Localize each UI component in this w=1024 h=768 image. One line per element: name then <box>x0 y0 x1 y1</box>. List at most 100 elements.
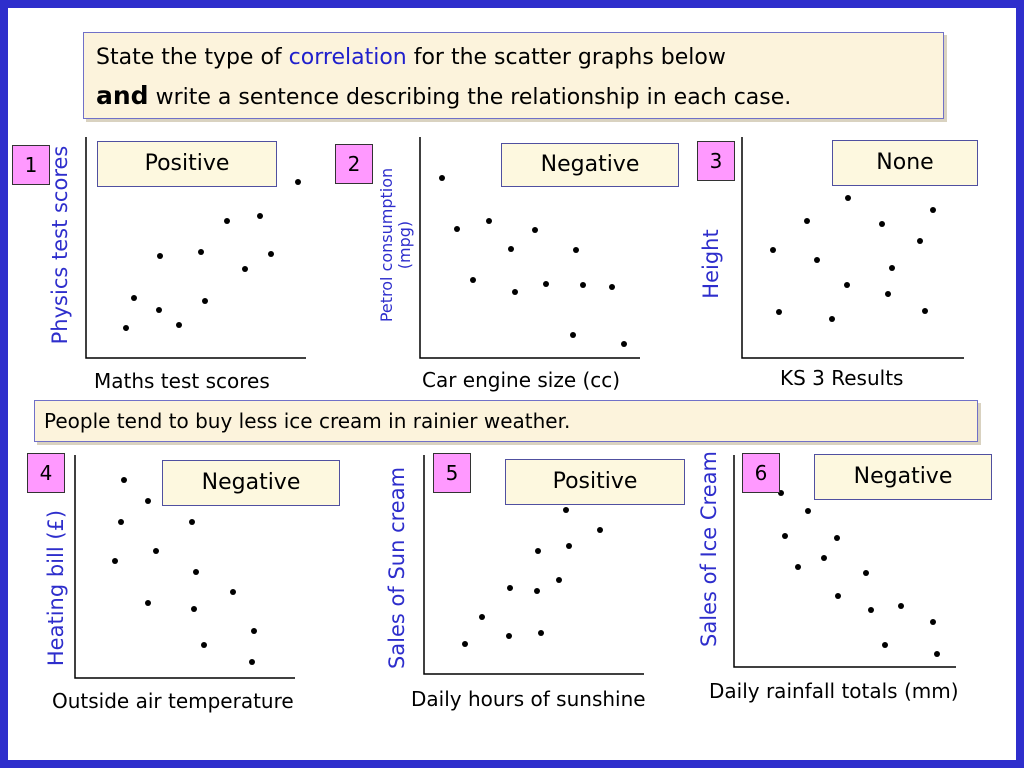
plot-2-point <box>580 282 586 288</box>
plot-3-point <box>804 218 810 224</box>
example-sentence-box: People tend to buy less ice cream in rai… <box>34 400 978 442</box>
plot-6-point <box>795 564 801 570</box>
graph-1-ylabel: Physics test scores <box>48 145 72 345</box>
plot-4-point <box>249 659 255 665</box>
instruction-box: State the type of correlation for the sc… <box>83 32 944 119</box>
plot-2-point <box>532 227 538 233</box>
plot-2-point <box>543 281 549 287</box>
plot-1-point <box>198 249 204 255</box>
plot-1-point <box>157 253 163 259</box>
plot-3-point <box>889 265 895 271</box>
plot-4-point <box>112 558 118 564</box>
plot-4-axes <box>74 455 295 679</box>
plot-2-point <box>573 247 579 253</box>
plot-3-point <box>829 316 835 322</box>
plot-6-point <box>868 607 874 613</box>
graph-6-number: 6 <box>742 453 780 493</box>
plot-2-point <box>570 332 576 338</box>
graph-2-ylabel: Petrol consumption (mpg) <box>377 167 414 323</box>
plot-3-point <box>814 257 820 263</box>
plot-6-point <box>934 651 940 657</box>
plot-3-point <box>776 309 782 315</box>
plot-6-axes <box>733 455 956 668</box>
plot-3-point <box>917 238 923 244</box>
graph-2-number: 2 <box>335 144 373 184</box>
plot-5-point <box>479 614 485 620</box>
graph-5-answer: Positive <box>505 459 685 505</box>
plot-3-point <box>879 221 885 227</box>
plot-6-point <box>863 570 869 576</box>
graph-5-ylabel: Sales of Sun cream <box>385 466 409 670</box>
plot-4-point <box>145 498 151 504</box>
graph-3-answer: None <box>832 140 978 186</box>
plot-5-point <box>566 543 572 549</box>
graph-6-ylabel: Sales of Ice Cream <box>697 451 721 647</box>
plot-2-point <box>454 226 460 232</box>
graph-3-number: 3 <box>697 141 735 181</box>
graph-5-number: 5 <box>433 453 471 493</box>
instruction-text-2: for the scatter graphs below <box>406 45 726 70</box>
instruction-text-3: write a sentence describing the relation… <box>148 85 792 110</box>
graph-3-xlabel: KS 3 Results <box>780 366 904 390</box>
graph-5-xlabel: Daily hours of sunshine <box>411 687 646 711</box>
plot-3-point <box>885 291 891 297</box>
plot-5 <box>423 455 644 675</box>
plot-2-point <box>609 284 615 290</box>
instruction-text-1: State the type of <box>96 45 289 70</box>
plot-4-point <box>230 589 236 595</box>
graph-2-answer: Negative <box>501 143 679 187</box>
plot-3-axes <box>741 137 964 359</box>
graph-4-ylabel: Heating bill (£) <box>44 509 68 667</box>
graph-6-answer: Negative <box>814 454 992 500</box>
plot-1-point <box>123 325 129 331</box>
plot-4-point <box>251 628 257 634</box>
plot-4-point <box>118 519 124 525</box>
plot-4-point <box>191 606 197 612</box>
plot-1-point <box>176 322 182 328</box>
plot-6-point <box>834 535 840 541</box>
plot-1-point <box>268 251 274 257</box>
plot-1-point <box>202 298 208 304</box>
plot-6-point <box>805 508 811 514</box>
plot-6-point <box>821 555 827 561</box>
plot-3-point <box>770 247 776 253</box>
plot-5-point <box>597 527 603 533</box>
plot-2 <box>419 137 640 359</box>
plot-4-point <box>201 642 207 648</box>
plot-1-point <box>131 295 137 301</box>
instruction-highlight: correlation <box>288 45 407 70</box>
graph-1-number: 1 <box>12 145 50 185</box>
plot-5-point <box>556 577 562 583</box>
plot-4-point <box>189 519 195 525</box>
plot-2-axes <box>419 137 640 359</box>
plot-1-axes <box>85 137 306 359</box>
plot-2-point <box>508 246 514 252</box>
plot-2-point <box>470 277 476 283</box>
graph-2-xlabel: Car engine size (cc) <box>422 368 621 392</box>
plot-5-point <box>507 585 513 591</box>
plot-2-point <box>486 218 492 224</box>
plot-6-point <box>835 593 841 599</box>
plot-1-point <box>156 307 162 313</box>
plot-3-point <box>844 282 850 288</box>
graph-6-xlabel: Daily rainfall totals (mm) <box>709 679 959 703</box>
plot-5-point <box>506 633 512 639</box>
plot-4 <box>74 455 295 679</box>
plot-1-point <box>242 266 248 272</box>
graph-4-number: 4 <box>27 453 65 493</box>
plot-5-axes <box>423 455 644 675</box>
plot-6-point <box>930 619 936 625</box>
plot-3 <box>741 137 964 359</box>
graph-4-answer: Negative <box>162 460 340 506</box>
plot-1-point <box>295 179 301 185</box>
plot-5-point <box>538 630 544 636</box>
plot-3-point <box>922 308 928 314</box>
plot-3-point <box>845 195 851 201</box>
plot-5-point <box>535 548 541 554</box>
graph-3-ylabel: Height <box>699 229 723 299</box>
plot-2-point <box>439 175 445 181</box>
plot-6-point <box>898 603 904 609</box>
plot-5-point <box>462 641 468 647</box>
plot-2-point <box>621 341 627 347</box>
